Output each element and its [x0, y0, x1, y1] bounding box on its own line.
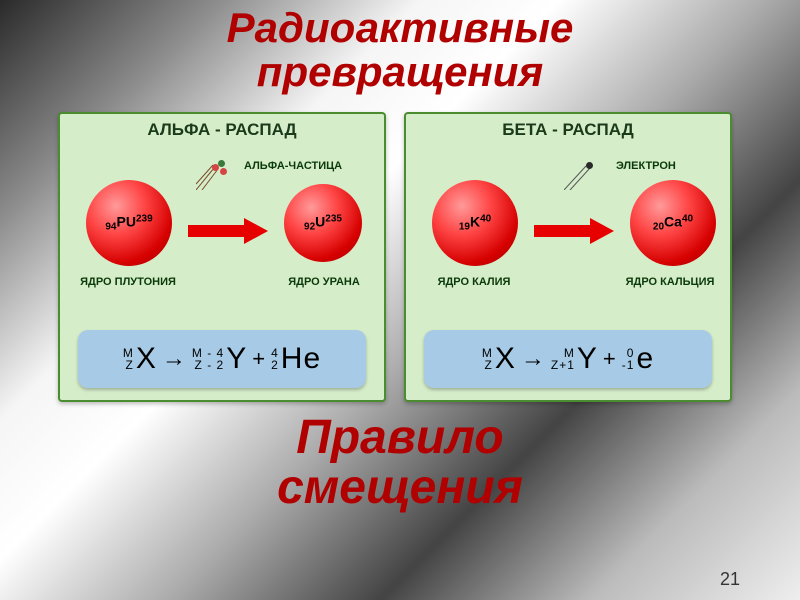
- alpha-arrow-icon: [188, 218, 268, 244]
- beta-formula-box: M Z X → M Z+1 Y + 0 -1: [424, 330, 712, 388]
- beta-parent-z: 19: [459, 222, 470, 233]
- beta-parent-caption: ЯДРО КАЛИЯ: [424, 276, 524, 288]
- a-f-x-bot: Z: [123, 359, 134, 371]
- beta-particle-icon: [564, 150, 604, 190]
- alpha-parent-m: 239: [136, 214, 153, 225]
- alpha-nuclei-row: АЛЬФА-ЧАСТИЦА 94PU239 ЯДРО ПЛУТОНИЯ 92U2…: [68, 144, 376, 290]
- alpha-daughter-m: 235: [325, 214, 342, 225]
- beta-daughter-m: 40: [682, 214, 693, 225]
- beta-daughter-z: 20: [653, 222, 664, 233]
- a-f-arrow: →: [162, 345, 187, 373]
- a-f-y-bot: Z - 2: [192, 359, 224, 371]
- alpha-particle-label: АЛЬФА-ЧАСТИЦА: [244, 160, 342, 172]
- beta-dot: [586, 162, 593, 169]
- alpha-panel: АЛЬФА - РАСПАД АЛЬФА-ЧАСТИЦА 94PU239 ЯДР…: [58, 112, 386, 402]
- page-number: 21: [720, 569, 740, 590]
- b-f-y: Y: [577, 344, 598, 374]
- alpha-parent-label: 94PU239: [105, 214, 152, 233]
- bottom-title-line-1: Правило: [0, 413, 800, 463]
- beta-nuclei-row: ЭЛЕКТРОН 19K40 ЯДРО КАЛИЯ 20Ca40 ЯДРО КА…: [414, 144, 722, 290]
- panels-row: АЛЬФА - РАСПАД АЛЬФА-ЧАСТИЦА 94PU239 ЯДР…: [58, 112, 732, 402]
- b-f-p-sym: e: [636, 344, 654, 374]
- alpha-formula-box: M Z X → M - 4 Z - 2 Y + 4: [78, 330, 366, 388]
- alpha-daughter-sym: U: [315, 214, 325, 230]
- title-line-2: превращения: [0, 50, 800, 94]
- beta-panel: БЕТА - РАСПАД ЭЛЕКТРОН 19K40 ЯДРО КАЛИЯ: [404, 112, 732, 402]
- bottom-title: Правило смещения: [0, 413, 800, 514]
- b-f-x-bot: Z: [482, 359, 493, 371]
- beta-daughter-nucleus: 20Ca40: [630, 180, 716, 266]
- alpha-parent-z: 94: [105, 222, 116, 233]
- alpha-daughter-z: 92: [304, 222, 315, 233]
- alpha-daughter-caption: ЯДРО УРАНА: [274, 276, 374, 288]
- alpha-daughter-nucleus: 92U235: [284, 184, 362, 262]
- a-f-x: X: [136, 344, 157, 374]
- alpha-particle-icon: [196, 150, 236, 190]
- bottom-title-line-2: смещения: [0, 463, 800, 513]
- a-f-plus: +: [252, 346, 266, 372]
- alpha-daughter-label: 92U235: [304, 214, 342, 233]
- beta-parent-sym: K: [470, 214, 480, 230]
- main-title: Радиоактивные превращения: [0, 6, 800, 94]
- alpha-parent-nucleus: 94PU239: [86, 180, 172, 266]
- a-f-y: Y: [226, 344, 247, 374]
- beta-parent-label: 19K40: [459, 214, 491, 233]
- beta-panel-title: БЕТА - РАСПАД: [414, 120, 722, 140]
- b-f-x: X: [495, 344, 516, 374]
- beta-formula: M Z X → M Z+1 Y + 0 -1: [481, 344, 655, 374]
- alpha-dot-3: [220, 168, 227, 175]
- alpha-parent-caption: ЯДРО ПЛУТОНИЯ: [78, 276, 178, 288]
- b-f-arrow: →: [521, 345, 546, 373]
- b-f-p-bot: -1: [622, 359, 635, 371]
- alpha-panel-title: АЛЬФА - РАСПАД: [68, 120, 376, 140]
- b-f-y-bot: Z+1: [551, 359, 575, 371]
- a-f-p-bot: 2: [271, 359, 279, 371]
- beta-parent-nucleus: 19K40: [432, 180, 518, 266]
- beta-daughter-label: 20Ca40: [653, 214, 693, 233]
- beta-parent-m: 40: [480, 214, 491, 225]
- alpha-parent-sym: PU: [116, 214, 135, 230]
- alpha-formula: M Z X → M - 4 Z - 2 Y + 4: [122, 344, 322, 374]
- alpha-dot-2: [218, 160, 225, 167]
- beta-particle-label: ЭЛЕКТРОН: [616, 160, 676, 172]
- beta-arrow-icon: [534, 218, 614, 244]
- b-f-plus: +: [603, 346, 617, 372]
- title-line-1: Радиоактивные: [0, 6, 800, 50]
- beta-daughter-caption: ЯДРО КАЛЬЦИЯ: [620, 276, 720, 288]
- a-f-p-sym: He: [281, 344, 321, 374]
- beta-daughter-sym: Ca: [664, 214, 682, 230]
